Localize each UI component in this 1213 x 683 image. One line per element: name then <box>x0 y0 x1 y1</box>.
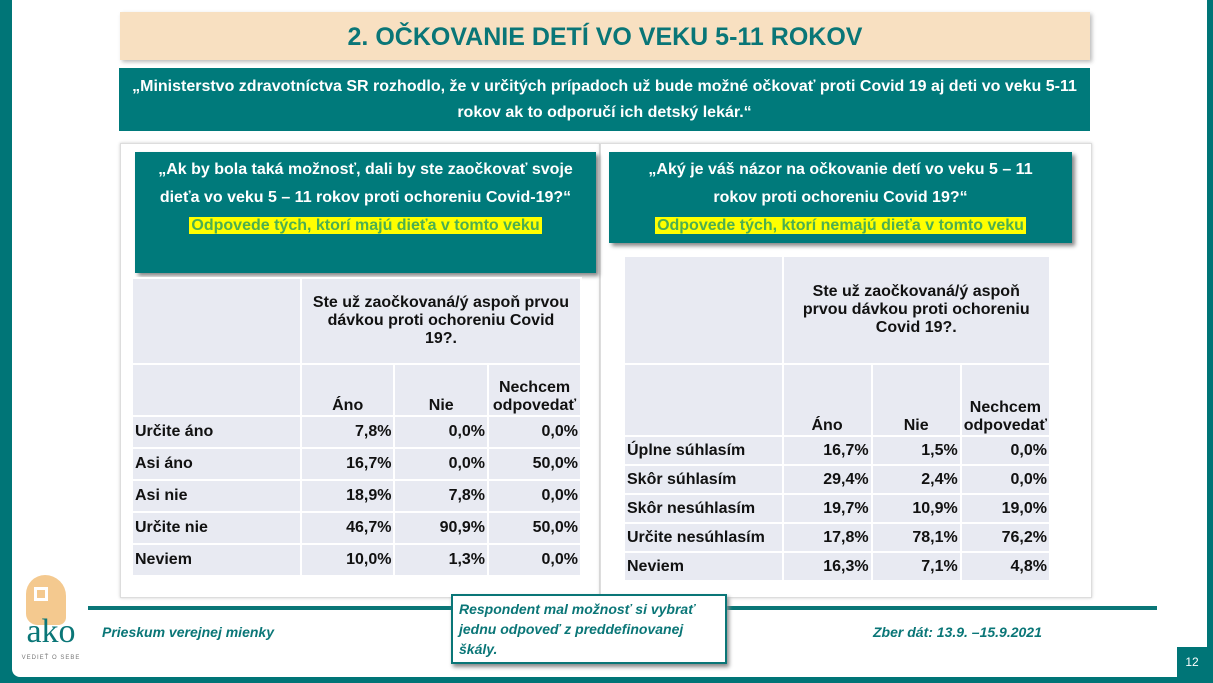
value-cell: 17,8% <box>781 522 873 553</box>
value-cell: 0,0% <box>487 543 582 577</box>
row-label: Skôr súhlasím <box>623 464 784 495</box>
column-header: Nechcem odpovedať <box>959 363 1052 437</box>
row-label: Určite nie <box>131 511 302 545</box>
value-cell: 50,0% <box>487 447 582 481</box>
page-number: 12 <box>1177 647 1207 677</box>
value-cell: 18,9% <box>299 479 396 513</box>
value-cell: 0,0% <box>959 464 1052 495</box>
value-cell: 90,9% <box>393 511 490 545</box>
value-cell: 19,7% <box>781 493 873 524</box>
right-subgroup: Odpovede tých, ktorí nemajú dieťa v tomt… <box>655 217 1026 234</box>
column-header: Áno <box>781 363 873 437</box>
table-row: Asi nie 18,9% 7,8% 0,0% <box>131 479 582 513</box>
table-header: Ste už zaočkovaná/ý aspoň prvou dávkou p… <box>299 277 583 365</box>
table-row: Úplne súhlasím 16,7% 1,5% 0,0% <box>623 435 1052 466</box>
value-cell: 0,0% <box>487 415 582 449</box>
left-question: „Ak by bola taká možnosť, dali by ste za… <box>158 161 573 206</box>
row-label: Neviem <box>623 551 784 582</box>
row-label: Neviem <box>131 543 302 577</box>
value-cell: 1,5% <box>870 435 962 466</box>
table-row: Určite nie 46,7% 90,9% 50,0% <box>131 511 582 545</box>
table-row: Skôr nesúhlasím 19,7% 10,9% 19,0% <box>623 493 1052 524</box>
row-label: Asi áno <box>131 447 302 481</box>
row-label: Určite nesúhlasím <box>623 522 784 553</box>
column-header: Nechcem odpovedať <box>487 363 582 417</box>
value-cell: 7,8% <box>299 415 396 449</box>
logo-text: ako <box>18 613 84 651</box>
row-label: Asi nie <box>131 479 302 513</box>
value-cell: 7,8% <box>393 479 490 513</box>
table-row: Určite áno 7,8% 0,0% 0,0% <box>131 415 582 449</box>
value-cell: 78,1% <box>870 522 962 553</box>
spiral-icon <box>34 587 48 601</box>
table-row: Skôr súhlasím 29,4% 2,4% 0,0% <box>623 464 1052 495</box>
value-cell: 29,4% <box>781 464 873 495</box>
value-cell: 7,1% <box>870 551 962 582</box>
value-cell: 16,3% <box>781 551 873 582</box>
column-header: Áno <box>299 363 396 417</box>
value-cell: 4,8% <box>959 551 1052 582</box>
slide-title: 2. OČKOVANIE DETÍ VO VEKU 5-11 ROKOV <box>120 12 1090 60</box>
table-row: Neviem 16,3% 7,1% 4,8% <box>623 551 1052 582</box>
value-cell: 50,0% <box>487 511 582 545</box>
table-header: Ste už zaočkovaná/ý aspoň prvou dávkou p… <box>781 255 1051 365</box>
corner-cell <box>623 363 784 437</box>
footer-survey: Prieskum verejnej mienky <box>102 624 274 640</box>
column-header: Nie <box>393 363 490 417</box>
row-label: Skôr nesúhlasím <box>623 493 784 524</box>
row-label: Úplne súhlasím <box>623 435 784 466</box>
right-question: „Aký je váš názor na očkovanie detí vo v… <box>648 161 1033 206</box>
logo-wordmark: ako <box>26 613 76 650</box>
value-cell: 0,0% <box>393 447 490 481</box>
value-cell: 76,2% <box>959 522 1052 553</box>
footer-note: Respondent mal možnosť si vybrať jednu o… <box>451 594 727 664</box>
value-cell: 1,3% <box>393 543 490 577</box>
table-row: Neviem 10,0% 1,3% 0,0% <box>131 543 582 577</box>
value-cell: 2,4% <box>870 464 962 495</box>
left-question-box: „Ak by bola taká možnosť, dali by ste za… <box>135 152 596 273</box>
value-cell: 16,7% <box>781 435 873 466</box>
corner-cell <box>623 255 784 365</box>
left-table: Ste už zaočkovaná/ý aspoň prvou dávkou p… <box>131 277 583 577</box>
value-cell: 46,7% <box>299 511 396 545</box>
ako-logo: ako VEDIEŤ O SEBE <box>18 575 84 665</box>
table-row: Asi áno 16,7% 0,0% 50,0% <box>131 447 582 481</box>
value-cell: 0,0% <box>393 415 490 449</box>
value-cell: 10,0% <box>299 543 396 577</box>
footer-date: Zber dát: 13.9. –15.9.2021 <box>873 624 1042 640</box>
right-question-box: „Aký je váš názor na očkovanie detí vo v… <box>609 152 1072 243</box>
corner-cell <box>131 277 302 365</box>
value-cell: 19,0% <box>959 493 1052 524</box>
corner-cell <box>131 363 302 417</box>
quote-banner: „Ministerstvo zdravotníctva SR rozhodlo,… <box>119 68 1090 131</box>
column-header: Nie <box>870 363 962 437</box>
value-cell: 16,7% <box>299 447 396 481</box>
value-cell: 0,0% <box>959 435 1052 466</box>
left-subgroup: Odpovede tých, ktorí majú dieťa v tomto … <box>189 217 542 234</box>
value-cell: 10,9% <box>870 493 962 524</box>
value-cell: 0,0% <box>487 479 582 513</box>
logo-tagline: VEDIEŤ O SEBE <box>21 655 81 661</box>
right-table: Ste už zaočkovaná/ý aspoň prvou dávkou p… <box>623 255 1052 582</box>
row-label: Určite áno <box>131 415 302 449</box>
table-row: Určite nesúhlasím 17,8% 78,1% 76,2% <box>623 522 1052 553</box>
